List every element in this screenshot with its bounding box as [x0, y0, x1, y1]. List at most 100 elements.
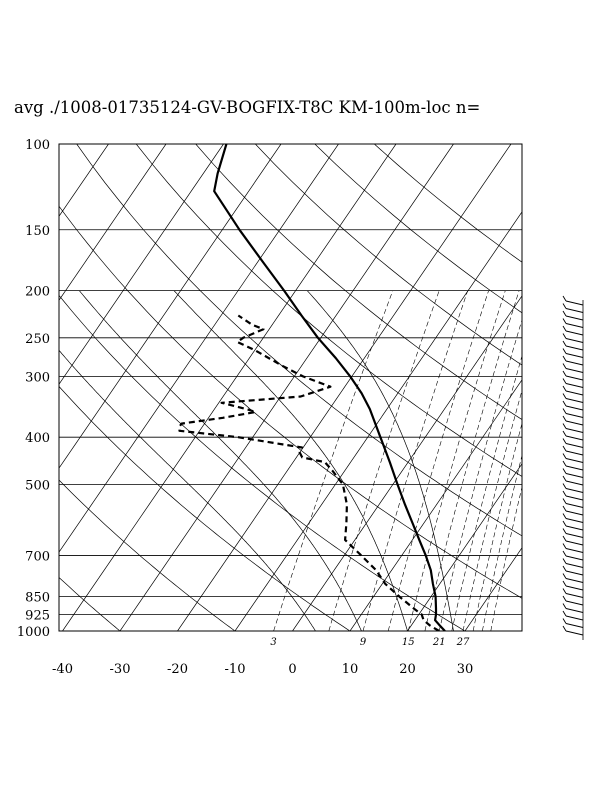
wind-barb — [562, 543, 584, 553]
wind-barb — [562, 460, 584, 471]
y-tick-label: 700 — [25, 550, 50, 565]
wind-barb — [562, 378, 584, 388]
dry-adiabat — [59, 576, 121, 631]
wind-barb — [562, 505, 584, 516]
mixing-ratio-line — [472, 422, 522, 631]
wind-barb — [562, 603, 584, 613]
mixing-ratio-line — [438, 318, 522, 631]
wind-barb — [562, 520, 584, 531]
dry-adiabat — [255, 144, 522, 366]
isotherm-line — [292, 295, 522, 631]
mixing-ratio-line — [462, 389, 522, 631]
x-tick-label: 20 — [399, 662, 416, 677]
wind-barb — [562, 438, 584, 448]
isotherm-line — [62, 144, 397, 631]
wind-barb — [562, 490, 584, 501]
wind-barb — [562, 423, 584, 433]
mixing-ratio-label: 9 — [360, 637, 367, 648]
dry-adiabat — [59, 205, 522, 599]
dry-adiabat — [135, 144, 522, 477]
isotherm-line — [580, 144, 612, 631]
x-tick-label: -10 — [225, 662, 246, 677]
wind-barb — [562, 565, 584, 576]
y-tick-label: 250 — [25, 332, 50, 347]
mixing-ratio-line — [362, 290, 468, 631]
isotherm-line — [407, 463, 522, 631]
mixing-ratio-label: 15 — [402, 637, 415, 648]
isotherm-line — [234, 211, 522, 631]
x-tick-label: 30 — [457, 662, 474, 677]
wind-barb — [562, 475, 584, 486]
y-tick-label: 200 — [25, 285, 50, 300]
wind-barb — [562, 415, 584, 426]
isotherm-line — [464, 547, 522, 631]
wind-barb — [562, 453, 584, 463]
mixing-ratio-line — [451, 354, 522, 631]
wind-barb — [562, 355, 584, 366]
wind-barb — [562, 310, 584, 321]
wind-barb — [562, 468, 584, 478]
wind-barb — [562, 430, 584, 441]
wind-barb — [562, 393, 584, 403]
x-tick-label: 0 — [288, 662, 296, 677]
y-tick-label: 1000 — [17, 625, 50, 640]
moist-adiabat — [59, 349, 316, 631]
wind-barb — [562, 610, 584, 621]
mixing-ratio-line — [273, 290, 394, 631]
wind-barb — [562, 580, 584, 591]
dry-adiabat — [59, 385, 351, 631]
dewpoint-profile — [178, 314, 440, 631]
wind-barb — [562, 558, 584, 568]
dry-adiabat — [59, 294, 466, 631]
moist-adiabat — [306, 290, 454, 631]
wind-barb — [562, 445, 584, 456]
wind-barb — [562, 535, 584, 546]
mixing-ratio-line — [407, 290, 506, 631]
temperature-profile — [213, 144, 446, 631]
plot-frame — [58, 143, 523, 632]
mixing-ratio-label: 27 — [456, 637, 470, 648]
dry-adiabat — [374, 144, 522, 263]
wind-barb — [562, 408, 584, 418]
mixing-ratio-line — [424, 290, 520, 631]
mixing-ratio-label: 3 — [270, 637, 276, 648]
isotherm-line — [59, 144, 224, 385]
wind-barb — [562, 550, 584, 561]
wind-barb — [562, 318, 584, 328]
wind-barb — [562, 340, 584, 351]
dry-adiabat — [314, 144, 522, 314]
wind-barb — [562, 483, 584, 493]
wind-barb — [562, 513, 584, 523]
wind-barb — [562, 498, 584, 508]
dry-adiabat — [59, 479, 236, 631]
wind-barb — [562, 573, 584, 583]
isotherm-line — [59, 144, 167, 301]
moist-adiabat — [173, 290, 408, 631]
isotherm-line — [349, 379, 522, 631]
dry-adiabat — [195, 144, 522, 421]
isotherm-line — [119, 144, 454, 631]
wind-barb — [562, 370, 584, 381]
isotherm-line — [523, 144, 612, 631]
y-tick-label: 850 — [25, 591, 50, 606]
wind-barb — [562, 295, 584, 306]
dry-adiabat — [76, 144, 522, 537]
y-tick-label: 925 — [25, 609, 50, 624]
chart-title: avg ./1008-01735124-GV-BOGFIX-T8C KM-100… — [14, 98, 481, 117]
mixing-ratio-line — [328, 290, 440, 631]
wind-barb — [562, 528, 584, 538]
wind-barb — [562, 325, 584, 336]
wind-barb — [562, 363, 584, 373]
wind-barb — [562, 588, 584, 598]
moist-adiabat — [79, 290, 362, 631]
wind-barb — [562, 348, 584, 358]
mixing-ratio-line — [387, 290, 489, 631]
mixing-ratio-line — [482, 454, 522, 631]
wind-barb — [562, 333, 584, 343]
y-tick-label: 100 — [25, 138, 50, 153]
y-tick-label: 150 — [25, 224, 50, 239]
isotherm-line — [177, 144, 512, 631]
wind-barb — [562, 618, 584, 628]
y-tick-label: 400 — [25, 431, 50, 446]
